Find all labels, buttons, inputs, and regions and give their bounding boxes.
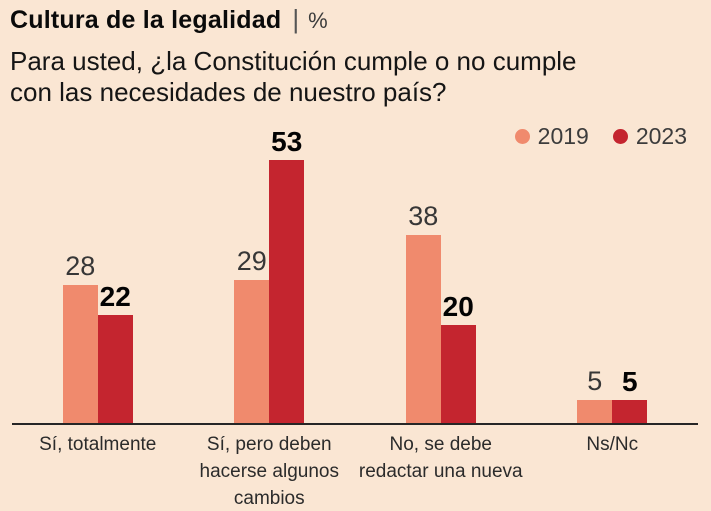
bar-column-2023: 20 xyxy=(440,291,476,425)
value-label-2019: 28 xyxy=(65,251,96,281)
page-title: Cultura de la legalidad xyxy=(10,6,282,34)
legend-item-2023: 2023 xyxy=(612,123,687,150)
legend-item-label: 2023 xyxy=(635,123,687,149)
bar-2019 xyxy=(62,285,98,425)
question-line-2: con las necesidades de nuestro país? xyxy=(10,77,447,107)
category-label: Sí, pero deben hacerse algunos cambios xyxy=(199,434,339,509)
legend-item-label: 2019 xyxy=(537,123,589,149)
value-label-2023: 20 xyxy=(442,291,474,322)
chart-group: 29 53 xyxy=(184,125,356,425)
value-label-2019: 29 xyxy=(236,246,267,276)
chart-question: Para usted, ¿la Constitución cumple o no… xyxy=(10,46,577,108)
value-label-2019: 38 xyxy=(408,201,439,231)
value-label-2023: 5 xyxy=(621,366,638,397)
bar-2019 xyxy=(577,400,613,425)
bar-column-2023: 53 xyxy=(269,126,305,425)
category-label: Sí, totalmente xyxy=(39,434,157,455)
bar-2019 xyxy=(405,235,441,425)
bar-column-2019: 5 xyxy=(577,366,613,425)
category-labels: Sí, totalmente Sí, pero deben hacerse alg… xyxy=(12,431,698,511)
bar-2023 xyxy=(97,315,133,425)
bar-pair: 38 20 xyxy=(405,201,476,425)
legend-dot-icon xyxy=(514,129,530,144)
value-label-2023: 53 xyxy=(271,126,303,157)
value-label-2023: 22 xyxy=(99,281,131,312)
bar-2019 xyxy=(234,280,270,425)
chart-groups: 28 22 29 53 38 20 5 5 xyxy=(12,125,698,425)
bar-column-2023: 5 xyxy=(612,366,648,425)
bar-column-2019: 29 xyxy=(234,246,270,425)
bar-pair: 28 22 xyxy=(62,251,133,425)
category-label: Ns/Nc xyxy=(586,434,639,455)
chart-group: 28 22 xyxy=(12,125,184,425)
value-label-2019: 5 xyxy=(587,366,603,396)
bar-pair: 29 53 xyxy=(234,126,305,425)
legend-dot-icon xyxy=(612,129,628,144)
bar-2023 xyxy=(612,400,648,425)
x-axis-line xyxy=(12,423,698,425)
category-label: No, se debe redactar una nueva xyxy=(358,434,523,482)
legend-item-2019: 2019 xyxy=(514,123,589,150)
bar-column-2019: 28 xyxy=(62,251,98,425)
bar-column-2019: 38 xyxy=(405,201,441,425)
bar-2023 xyxy=(440,325,476,425)
title-separator: | xyxy=(292,4,300,34)
bar-column-2023: 22 xyxy=(97,281,133,425)
chart-group: 38 20 xyxy=(355,125,527,425)
bar-2023 xyxy=(269,160,305,425)
legend: 2019 2023 xyxy=(514,123,687,150)
question-line-1: Para usted, ¿la Constitución cumple o no… xyxy=(10,46,577,76)
title-row: Cultura de la legalidad | % xyxy=(10,4,328,35)
unit-label: % xyxy=(308,8,328,33)
